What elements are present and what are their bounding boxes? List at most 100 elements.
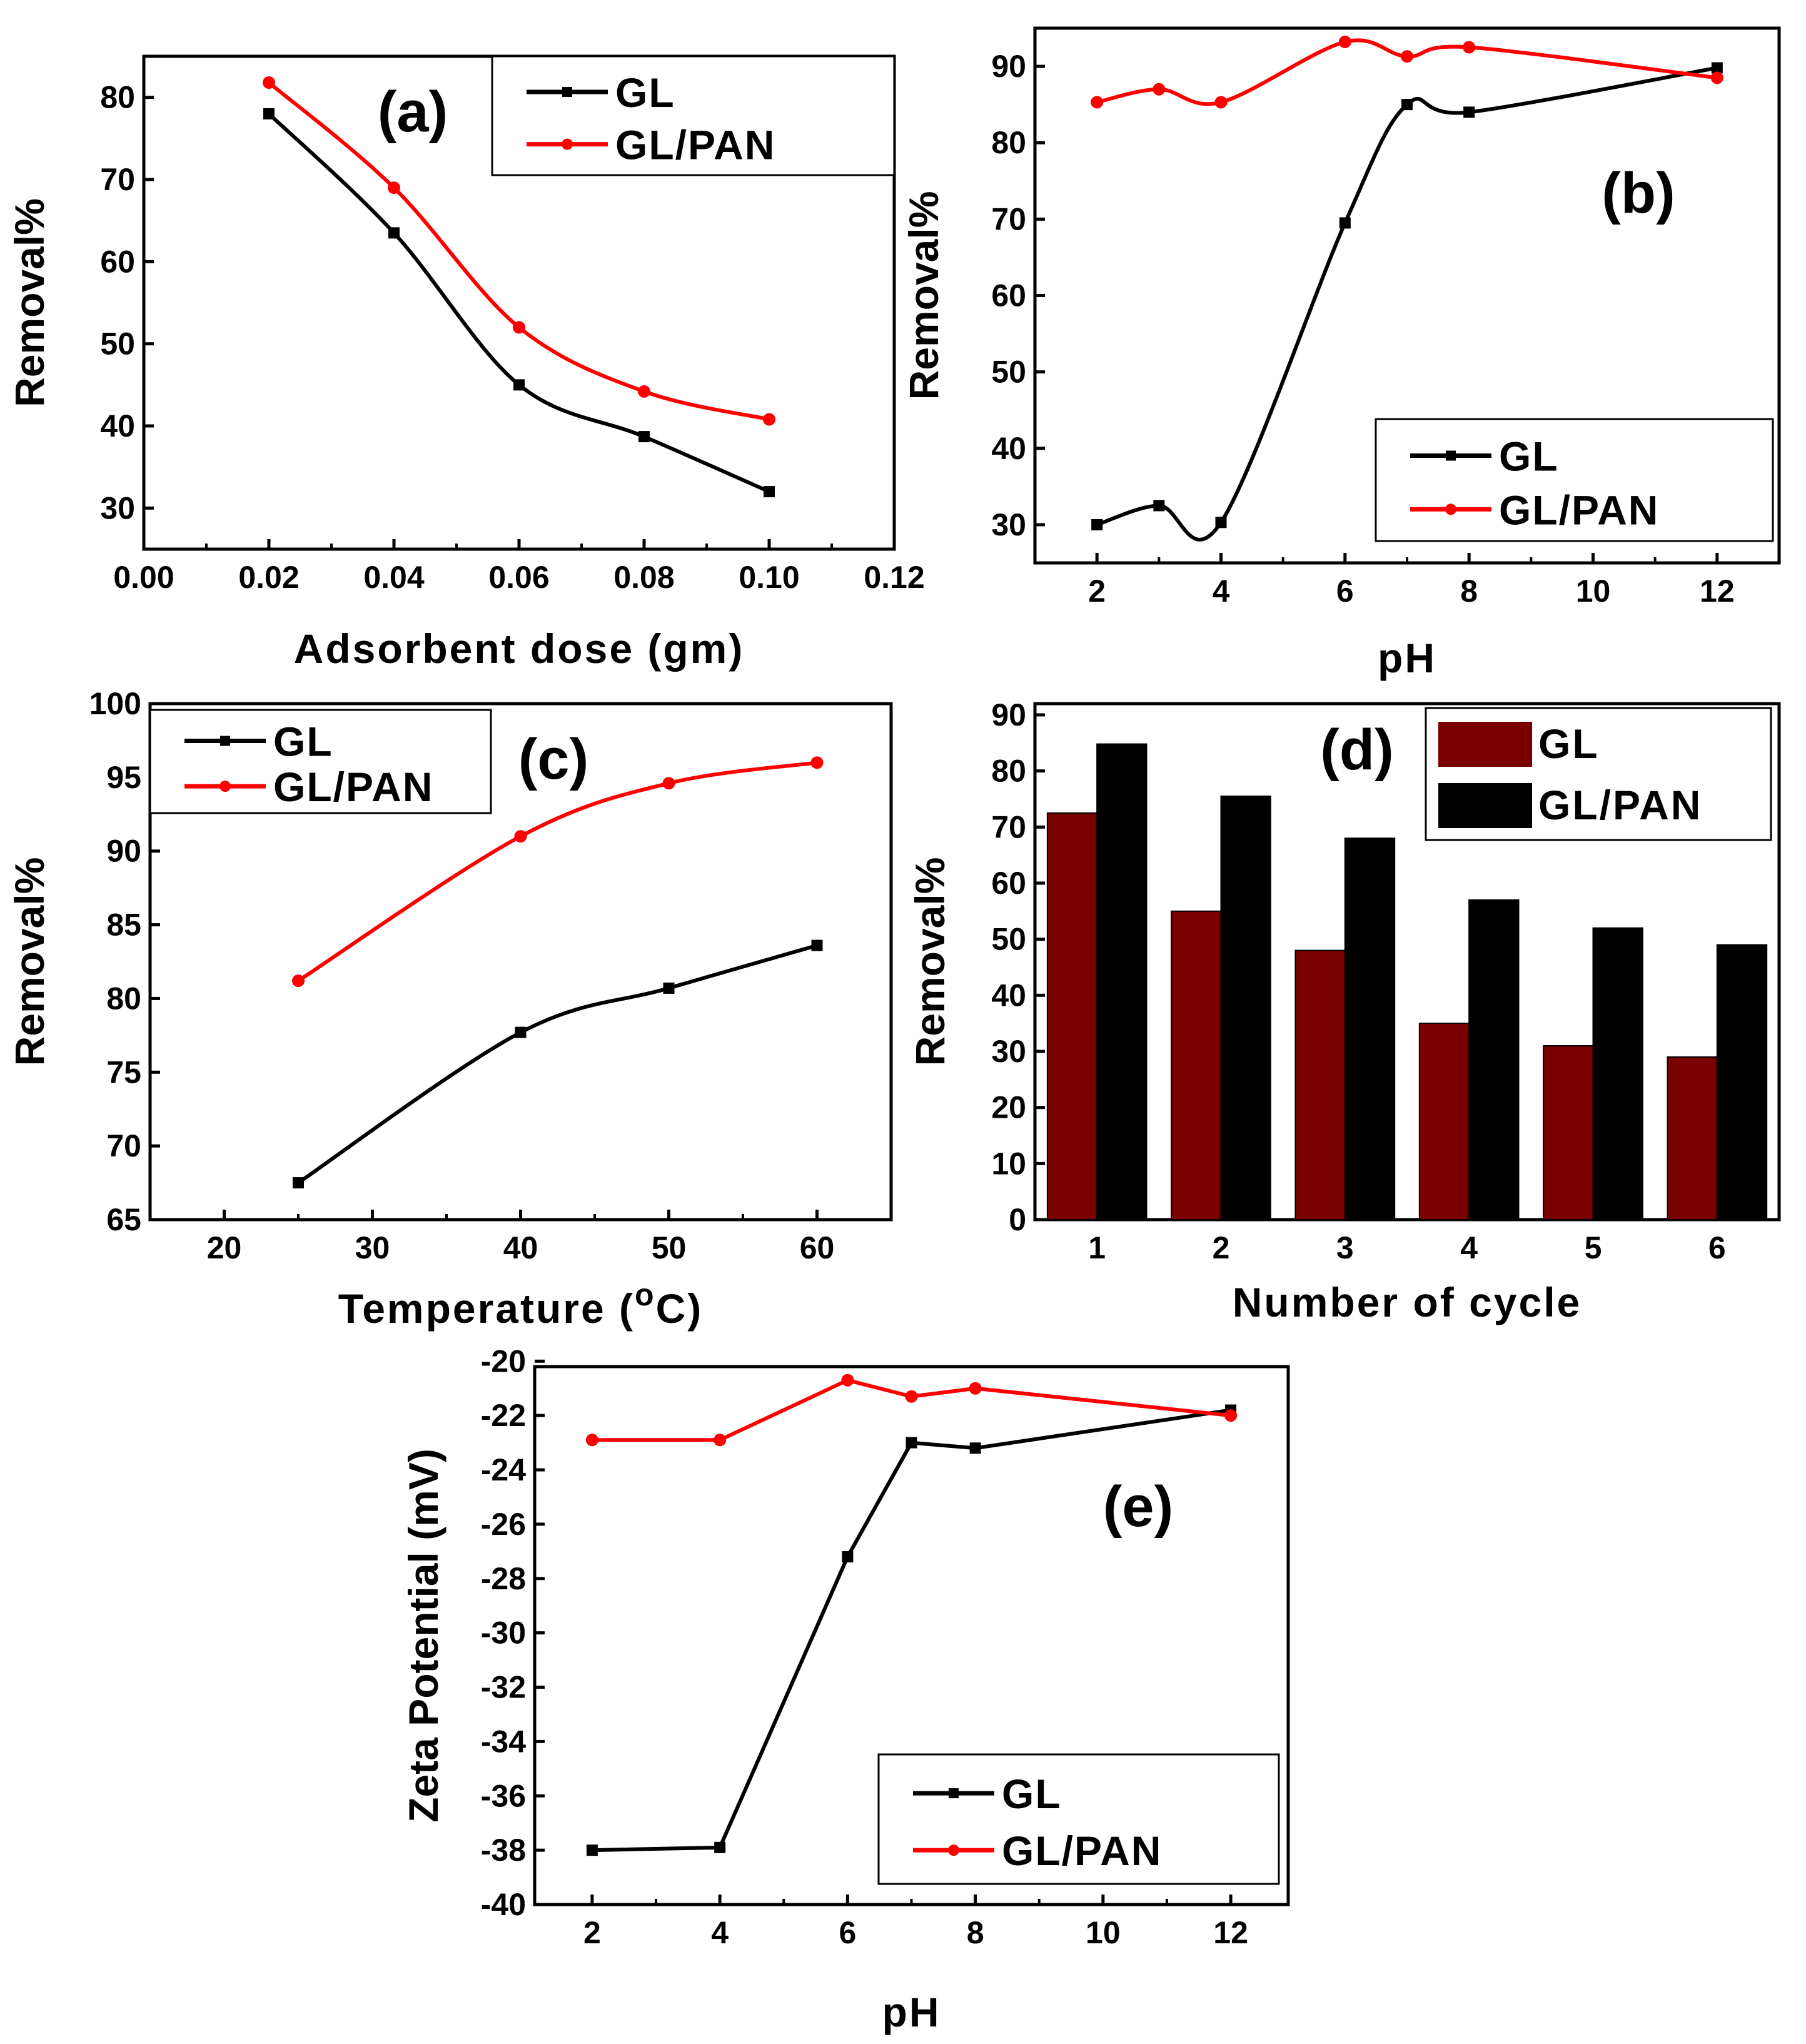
x-tick-label: 30 <box>355 1230 390 1265</box>
legend-marker-gl <box>562 87 572 97</box>
x-tick-label: 40 <box>503 1230 538 1265</box>
x-axis-title: Temperature (oC) <box>338 1277 703 1332</box>
series-line-gl-pan <box>268 81 770 422</box>
legend-box <box>149 709 492 814</box>
legend-label-gl-pan: GL/PAN <box>1538 782 1702 828</box>
data-point-gl-pan <box>638 385 650 398</box>
data-point-gl-pan <box>969 1382 982 1395</box>
legend-swatch-gl-pan <box>1438 783 1532 828</box>
x-tick-label: 0.06 <box>488 560 549 595</box>
panel-label: (a) <box>378 80 448 144</box>
x-tick-label: 2 <box>1088 574 1106 609</box>
legend-box <box>491 55 895 176</box>
x-tick-label: 10 <box>1086 1915 1121 1950</box>
x-tick-label: 6 <box>1336 574 1354 609</box>
data-point-gl <box>1091 519 1103 530</box>
data-point-gl-pan <box>1463 41 1476 54</box>
x-tick-label: 1 <box>1088 1230 1106 1265</box>
y-tick-label: 50 <box>991 922 1026 957</box>
data-point-gl-pan <box>662 777 675 790</box>
y-tick-label: 70 <box>991 809 1026 844</box>
bar-gl-cycle-5 <box>1543 1045 1594 1220</box>
panel-label: (d) <box>1320 718 1393 782</box>
panel-label: (e) <box>1103 1475 1173 1539</box>
x-tick-label: 2 <box>583 1915 601 1950</box>
legend-label-gl-pan: GL/PAN <box>273 764 433 810</box>
legend-label-gl-pan: GL/PAN <box>615 122 775 168</box>
x-axis-title-text: Adsorbent dose (gm) <box>294 625 745 672</box>
data-point-gl-pan <box>841 1374 854 1387</box>
x-tick-label: 10 <box>1576 574 1611 609</box>
x-tick-label: 20 <box>207 1230 242 1265</box>
data-point-gl <box>906 1437 917 1449</box>
data-point-gl-pan <box>388 181 400 195</box>
x-axis-title-text: pH <box>882 1989 941 2035</box>
y-tick-label: -38 <box>481 1833 526 1868</box>
data-point-gl <box>263 108 275 119</box>
bar-gl-pan-cycle-4 <box>1468 899 1520 1220</box>
y-axis-title: Removal% <box>6 858 53 1066</box>
legend-marker-gl-pan <box>562 138 573 150</box>
y-tick-label: 85 <box>106 908 141 943</box>
panel-label: (c) <box>518 727 588 791</box>
y-tick-label: 90 <box>106 834 141 869</box>
y-tick-label: 75 <box>106 1055 141 1090</box>
data-point-gl-pan <box>763 413 775 426</box>
legend-label-gl: GL <box>1002 1771 1062 1817</box>
y-tick-label: 65 <box>106 1202 141 1237</box>
chart-panel-d: 0 10 20 30 40 50 60 70 80 90 1 2 3 4 5 6 Number of cycle… <box>907 697 1781 1325</box>
y-tick-label: -30 <box>481 1616 526 1651</box>
plot-frame <box>1033 702 1781 1222</box>
series-line-gl-pan <box>1096 38 1718 106</box>
x-tick-label: 60 <box>800 1230 835 1265</box>
legend-marker-gl-pan <box>948 1844 959 1856</box>
bar-gl-cycle-4 <box>1418 1023 1470 1221</box>
y-tick-label: 60 <box>100 244 135 279</box>
data-point-gl-pan <box>513 321 525 334</box>
chart-panel-b: 30 40 50 60 70 80 90 2 4 6 8 10 12 pH Removal% (b) GL GL/… <box>900 26 1781 681</box>
y-tick-label: -22 <box>481 1398 526 1433</box>
chart-panel-e: -20 -22 -24 -26 -28 -30 -32 -34 -36 -38 -40 2 4 6 8 10 1… <box>400 1343 1290 2035</box>
series-line-gl-pan <box>297 761 817 983</box>
y-tick-label: 100 <box>89 686 141 721</box>
x-tick-label: 6 <box>1708 1230 1726 1265</box>
bar-gl-cycle-3 <box>1294 949 1346 1220</box>
data-point-gl <box>811 939 823 951</box>
y-tick-label: 20 <box>991 1090 1026 1125</box>
data-point-gl-pan <box>905 1390 918 1403</box>
bar-gl-pan-cycle-2 <box>1220 795 1271 1220</box>
y-tick-label: 60 <box>991 866 1026 901</box>
data-point-gl <box>586 1844 598 1856</box>
x-axis-title-superscript: o <box>635 1277 656 1312</box>
series-line-gl <box>267 112 770 493</box>
y-tick-label: 80 <box>991 125 1026 160</box>
y-tick-label: 90 <box>991 49 1026 84</box>
data-point-gl-pan <box>585 1434 598 1447</box>
x-tick-label: 0.04 <box>363 560 425 595</box>
y-tick-label: -20 <box>481 1343 526 1379</box>
x-tick-label: 8 <box>967 1915 984 1950</box>
y-tick-label: 80 <box>100 80 135 115</box>
data-point-gl-pan <box>1091 96 1104 109</box>
data-point-gl <box>1153 500 1165 512</box>
y-tick-label: 70 <box>991 201 1026 236</box>
y-tick-label: 30 <box>100 490 135 525</box>
x-tick-label: 0.02 <box>238 560 299 595</box>
data-point-gl <box>1463 106 1475 118</box>
x-tick-label: 12 <box>1213 1915 1248 1950</box>
y-tick-label: 95 <box>106 760 141 795</box>
data-point-gl <box>515 1026 527 1038</box>
y-tick-label: 0 <box>1009 1202 1026 1237</box>
data-point-gl <box>293 1177 304 1189</box>
y-tick-label: 70 <box>100 162 135 197</box>
chart-panel-a: 30 40 50 60 70 80 0.00 0.02 0.04 0.06 0.08 0.10 0.12… <box>6 54 925 672</box>
y-tick-label: 40 <box>991 431 1026 466</box>
legend-marker-gl-pan <box>219 781 231 792</box>
y-tick-label: 10 <box>991 1146 1026 1181</box>
y-tick-label: -28 <box>481 1561 526 1596</box>
legend-label-gl: GL <box>273 719 333 765</box>
y-tick-label: -26 <box>481 1507 526 1542</box>
x-tick-label: 50 <box>652 1230 687 1265</box>
y-axis-title: Removal% <box>6 198 53 407</box>
x-tick-label: 5 <box>1585 1230 1602 1265</box>
